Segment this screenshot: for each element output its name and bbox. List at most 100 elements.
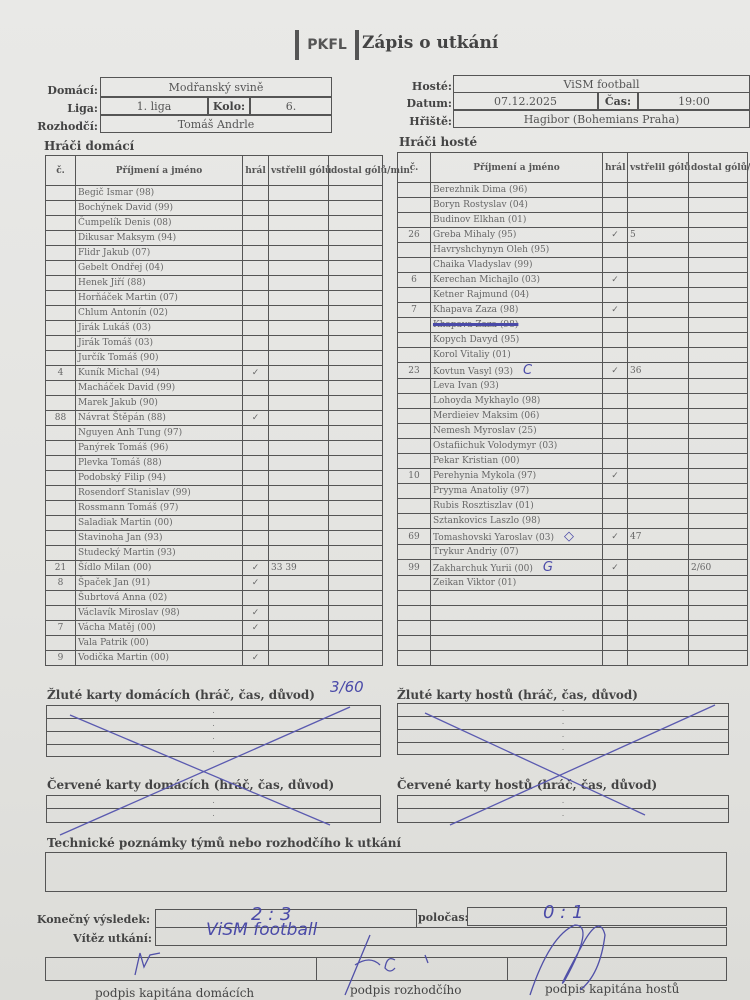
player-row: Chaika Vladyslav (99) <box>397 257 748 273</box>
player-row: Bochýnek David (99) <box>45 200 383 216</box>
player-name-text: Studecký Martin (93) <box>78 548 176 558</box>
player-row: Chlum Antonín (02) <box>45 305 383 321</box>
half-time-label: poločas: <box>418 911 469 924</box>
goals-conceded[interactable] <box>688 650 748 666</box>
player-row: Begič Ismar (98) <box>45 185 383 201</box>
home-captain-signature <box>134 952 161 976</box>
player-row <box>397 650 748 666</box>
player-number[interactable]: 9 <box>45 650 76 666</box>
player-name-text: Plevka Tomáš (88) <box>78 458 162 468</box>
half-time-field[interactable]: 0 : 1 <box>467 902 727 926</box>
player-name-text: Vala Patrik (00) <box>78 638 149 648</box>
away-captain-signature <box>529 924 606 996</box>
player-row: Horňáček Martin (07) <box>45 290 383 306</box>
referee-label: Rozhodčí: <box>37 120 98 133</box>
player-row: Panýrek Tomáš (96) <box>45 440 383 456</box>
player-name-text: Boryn Rostyslav (04) <box>433 200 528 210</box>
venue-label: Hřiště: <box>409 115 452 128</box>
home-label: Domácí: <box>47 84 98 97</box>
player-row: Ketner Rajmund (04) <box>397 287 748 303</box>
away-yellow-cards-box[interactable]: .... <box>397 703 729 755</box>
player-name-text: Bochýnek David (99) <box>78 203 174 213</box>
player-row: 69 Tomashovski Yaroslav (03) ◇ ✓ 47 <box>397 528 748 545</box>
player-name-text: Gebelt Ondřej (04) <box>78 263 164 273</box>
played-check-text: ✓ <box>251 623 260 633</box>
date-field[interactable]: 07.12.2025 <box>453 92 598 110</box>
player-name-text: Berezhnik Dima (96) <box>433 185 528 195</box>
player-row: Jurčík Tomáš (90) <box>45 350 383 366</box>
player-name-text: Rosendorf Stanislav (99) <box>78 488 191 498</box>
venue-field[interactable]: Hagibor (Bohemians Praha) <box>453 110 750 128</box>
away-red-cards-box[interactable]: .. <box>397 795 729 823</box>
goals-conceded[interactable] <box>328 650 383 666</box>
referee-field[interactable]: Tomáš Andrle <box>100 115 332 133</box>
home-yellow-cards-box[interactable]: .... <box>46 705 381 757</box>
home-goalie-conceded-note: 3/60 <box>330 678 364 696</box>
goals-scored-text: 5 <box>630 230 636 240</box>
player-row: Pryyma Anatoliy (97) <box>397 483 748 499</box>
player-row: Jirák Tomáš (03) <box>45 335 383 351</box>
home-red-cards-box[interactable]: .. <box>46 795 381 823</box>
player-name-text: Stavinoha Jan (93) <box>78 533 163 543</box>
player-name-text: Kovtun Vasyl (93) <box>433 367 514 377</box>
league-field[interactable]: 1. liga <box>100 97 208 115</box>
player-name-text: Lohoyda Mykhaylo (98) <box>433 396 541 406</box>
winner-field[interactable]: ViSM football <box>155 920 727 946</box>
player-name-text: Podobský Filip (94) <box>78 473 167 483</box>
player-name-text: Chlum Antonín (02) <box>78 308 168 318</box>
away-team-field[interactable]: ViSM football <box>453 75 750 93</box>
played-check-text: ✓ <box>611 230 619 240</box>
player-row: Henek Jiří (88) <box>45 275 383 291</box>
player-row: Khapava Zaza (98) <box>397 317 748 333</box>
notes-title: Technické poznámky týmů nebo rozhodčího … <box>47 836 402 850</box>
player-name-text: Sztankovics Laszlo (98) <box>433 516 541 526</box>
home-captain-signature-field[interactable] <box>46 958 317 980</box>
player-name-text: Šídlo Milan (00) <box>78 563 152 573</box>
played-check-text: ✓ <box>251 413 260 423</box>
played-check[interactable]: ✓ <box>242 650 269 666</box>
player-name-text: Leva Ivan (93) <box>433 381 499 391</box>
col-scored: vstřelil gólů <box>627 152 691 183</box>
player-row: Sztankovics Laszlo (98) <box>397 513 748 529</box>
played-check-text: ✓ <box>251 563 260 573</box>
player-row: Havryshchynyn Oleh (95) <box>397 242 748 258</box>
player-row: Kopych Davyd (95) <box>397 332 748 348</box>
player-name-text: Pryyma Anatoliy (97) <box>433 486 530 496</box>
final-score-label: Konečný výsledek: <box>36 913 150 926</box>
player-name-text: Begič Ismar (98) <box>78 188 155 198</box>
away-players-table: č. Příjmení a jméno hrál vstřelil gólů d… <box>397 152 750 666</box>
col-conceded: dostal gólů/min. <box>328 155 413 186</box>
player-name-text: Saladiak Martin (00) <box>78 518 173 528</box>
player-name-text: Flidr Jakub (07) <box>78 248 151 258</box>
player-name-text: Panýrek Tomáš (96) <box>78 443 169 453</box>
away-captain-signature-label: podpis kapitána hostů <box>545 982 680 996</box>
referee-signature-field[interactable] <box>317 958 508 980</box>
round-field[interactable]: 6. <box>250 97 332 115</box>
notes-field[interactable] <box>45 852 727 892</box>
player-name-text: Greba Mihaly (95) <box>433 230 517 240</box>
player-name-text: Šubrtová Anna (02) <box>78 593 168 603</box>
player-name[interactable]: Vodička Martin (00) <box>75 650 243 666</box>
player-row: Merdieiev Maksim (06) <box>397 408 748 424</box>
player-row: Nemesh Myroslav (25) <box>397 423 748 439</box>
home-players-table: č. Příjmení a jméno hrál vstřelil gólů d… <box>45 155 413 666</box>
home-team-field[interactable]: Modřanský svině <box>100 77 332 97</box>
player-name-text: Macháček David (99) <box>78 383 176 393</box>
away-yellow-title: Žluté karty hostů (hráč, čas, důvod) <box>397 688 638 702</box>
page-title: Zápis o utkání <box>362 33 499 53</box>
home-red-title: Červené karty domácích (hráč, čas, důvod… <box>47 778 335 792</box>
played-check-text: ✓ <box>611 305 619 315</box>
player-name-text: Čumpelík Denis (08) <box>78 218 172 228</box>
player-row: Boryn Rostyslav (04) <box>397 197 748 213</box>
player-number-text: 7 <box>57 623 64 633</box>
player-number-text: 10 <box>408 471 420 481</box>
player-row: Čumpelík Denis (08) <box>45 215 383 231</box>
player-name-text: Merdieiev Maksim (06) <box>433 411 540 421</box>
away-label: Hosté: <box>411 80 452 93</box>
goals-conceded-text: 2/60 <box>691 562 712 573</box>
player-row: Vala Patrik (00) <box>45 635 383 651</box>
player-row: Studecký Martin (93) <box>45 545 383 561</box>
player-row: Lohoyda Mykhaylo (98) <box>397 393 748 409</box>
